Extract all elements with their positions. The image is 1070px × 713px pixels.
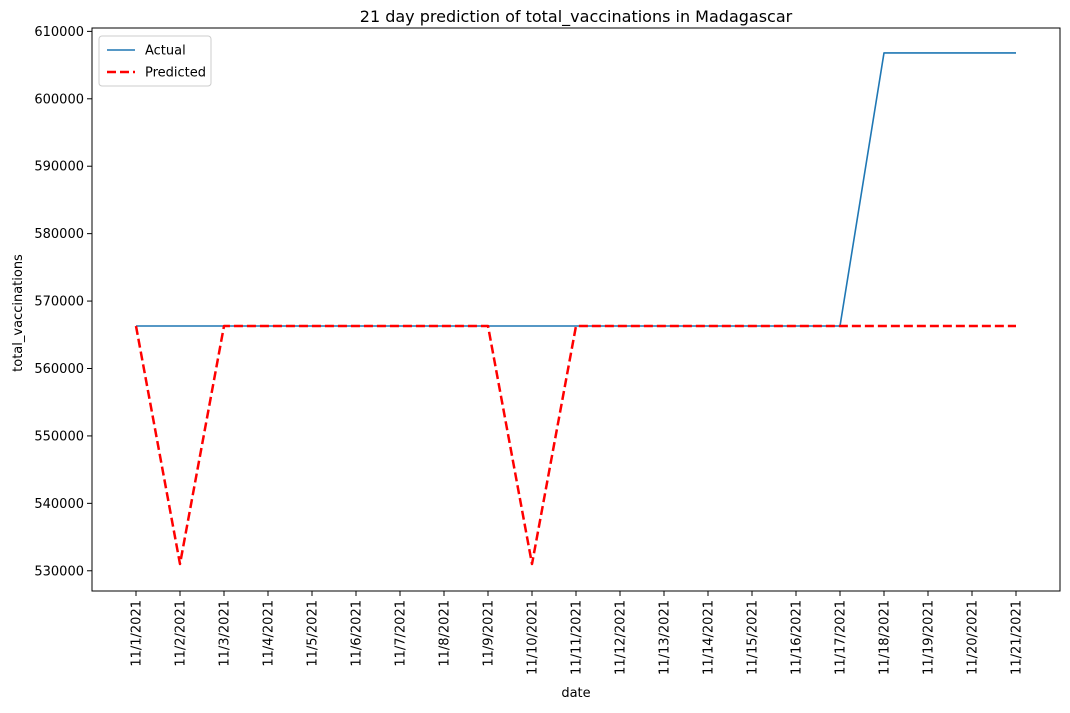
y-axis-label: total_vaccinations [11,254,26,372]
legend-label-predicted: Predicted [145,66,206,81]
x-tick-label: 11/3/2021 [218,600,233,667]
x-tick-label: 11/6/2021 [350,600,365,667]
x-tick-label: 11/12/2021 [614,600,629,675]
x-tick-label: 11/8/2021 [438,600,453,667]
x-tick-label: 11/7/2021 [394,600,409,667]
x-tick-label: 11/10/2021 [526,600,541,675]
legend: Actual Predicted [99,36,211,86]
chart-title: 21 day prediction of total_vaccinations … [360,7,793,27]
x-tick-label: 11/2/2021 [174,600,189,667]
y-tick-label: 590000 [34,160,84,175]
x-tick-label: 11/11/2021 [570,600,585,675]
x-tick-label: 11/18/2021 [878,600,893,675]
x-tick-label: 11/19/2021 [922,600,937,675]
x-tick-label: 11/15/2021 [746,600,761,675]
y-tick-label: 560000 [34,362,84,377]
y-tick-label: 580000 [34,227,84,242]
y-tick-label: 600000 [34,92,84,107]
x-tick-label: 11/5/2021 [306,600,321,667]
x-tick-label: 11/1/2021 [130,600,145,667]
x-tick-label: 11/14/2021 [702,600,717,675]
x-tick-label: 11/16/2021 [790,600,805,675]
y-tick-label: 540000 [34,497,84,512]
x-tick-label: 11/20/2021 [966,600,981,675]
x-tick-label: 11/9/2021 [482,600,497,667]
y-tick-label: 530000 [34,564,84,579]
x-tick-label: 11/17/2021 [834,600,849,675]
x-tick-label: 11/4/2021 [262,600,277,667]
y-tick-label: 610000 [34,25,84,40]
x-tick-label: 11/21/2021 [1010,600,1025,675]
x-tick-label: 11/13/2021 [658,600,673,675]
y-tick-label: 550000 [34,429,84,444]
x-axis-label: date [561,686,590,701]
legend-label-actual: Actual [145,44,186,59]
y-tick-label: 570000 [34,295,84,310]
